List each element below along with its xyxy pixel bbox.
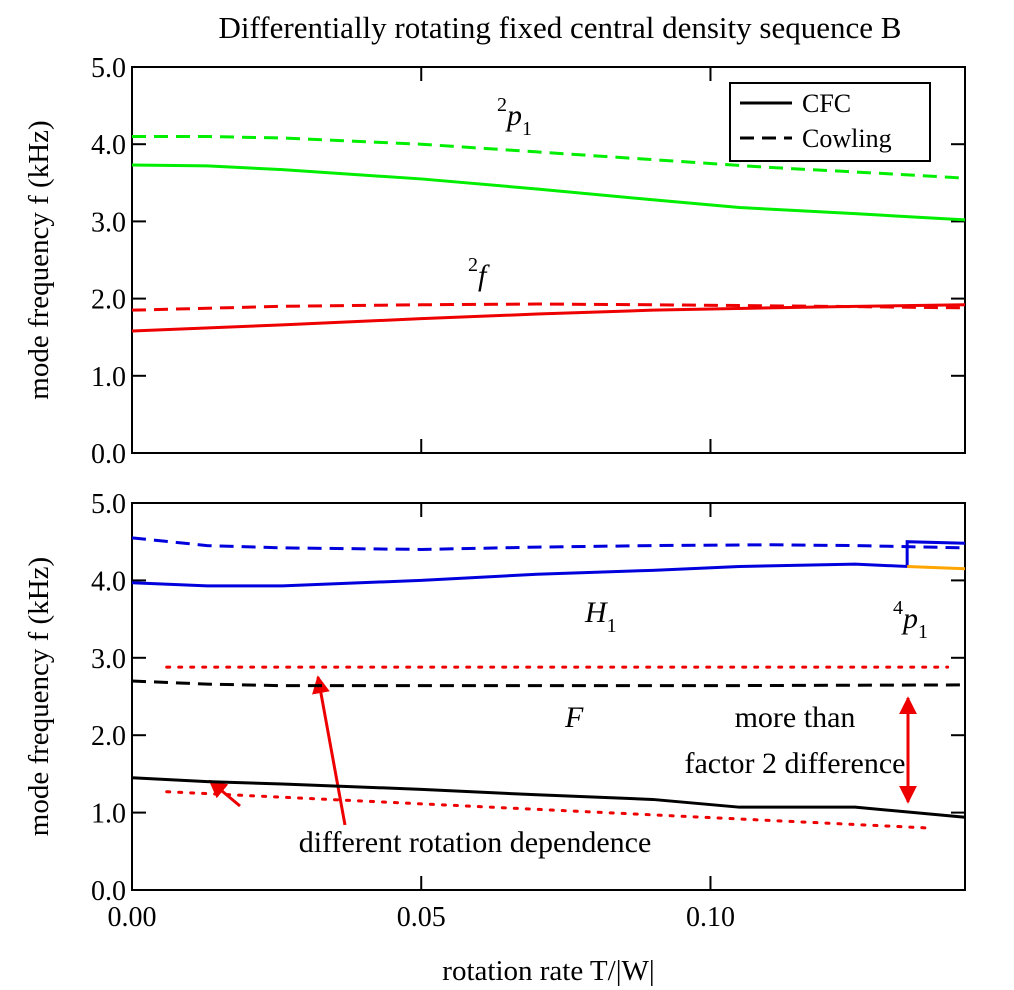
y-tick-label: 5.0	[91, 489, 126, 520]
chart-title: Differentially rotating fixed central de…	[219, 10, 902, 45]
annotation: 2f	[468, 254, 490, 292]
legend-label: CFC	[802, 89, 851, 118]
x-tick-label: 0.05	[397, 902, 446, 933]
annotation-sup: 2	[497, 94, 507, 116]
annotation-text: factor 2 difference	[685, 747, 906, 780]
y-tick-label: 2.0	[91, 285, 126, 316]
annotation-text: different rotation dependence	[299, 826, 652, 859]
annotation: H1	[584, 596, 617, 637]
annotation: factor 2 difference	[685, 747, 906, 780]
series-line	[132, 134, 966, 180]
series-line	[131, 536, 966, 551]
x-tick-label: 0.10	[686, 902, 735, 933]
plot-frame	[131, 66, 966, 454]
y-tick-label: 0.0	[91, 876, 126, 907]
annotation-main: H	[584, 596, 609, 629]
annotation-text: more than	[735, 701, 856, 734]
series-line	[131, 303, 966, 333]
y-tick-label: 4.0	[91, 130, 126, 161]
annotation-main: p	[505, 99, 522, 132]
legend-box	[729, 82, 931, 162]
annotation-main: p	[901, 602, 918, 635]
series-line	[907, 564, 966, 571]
y-tick-label: 1.0	[91, 799, 126, 830]
y-axis-label: mode frequency f (kHz)	[23, 120, 55, 399]
annotation: F	[564, 701, 584, 734]
x-tick-label: 0.00	[108, 902, 157, 933]
y-tick-label: 1.0	[91, 362, 126, 393]
y-tick-label: 3.0	[91, 644, 126, 675]
series-line	[165, 790, 932, 830]
series-line	[131, 540, 966, 588]
plot-frame	[131, 502, 966, 891]
legend-label: Cowling	[802, 124, 892, 153]
series-line	[131, 776, 966, 819]
annotation-main: F	[564, 701, 584, 734]
annotation: more than	[735, 701, 856, 734]
annotation-sup: 2	[468, 254, 478, 276]
annotation-sub: 1	[522, 118, 532, 140]
annotation-sub: 1	[918, 621, 928, 643]
y-tick-label: 5.0	[91, 53, 126, 84]
annotation-main: f	[478, 259, 490, 292]
annotation-sup: 4	[893, 597, 903, 619]
series-line	[131, 679, 966, 688]
y-tick-label: 4.0	[91, 566, 126, 597]
y-tick-label: 0.0	[91, 439, 126, 470]
annotation-sub: 1	[607, 615, 617, 637]
annotation: 2p1	[497, 94, 532, 140]
arrow	[312, 675, 347, 826]
arrow	[208, 779, 241, 808]
y-tick-label: 3.0	[91, 207, 126, 238]
annotation: different rotation dependence	[299, 826, 652, 859]
y-tick-label: 2.0	[91, 721, 126, 752]
y-axis-label: mode frequency f (kHz)	[23, 557, 55, 836]
series-line	[131, 163, 966, 222]
x-axis-label: rotation rate T/|W|	[442, 955, 654, 987]
annotation: 4p1	[893, 597, 928, 643]
